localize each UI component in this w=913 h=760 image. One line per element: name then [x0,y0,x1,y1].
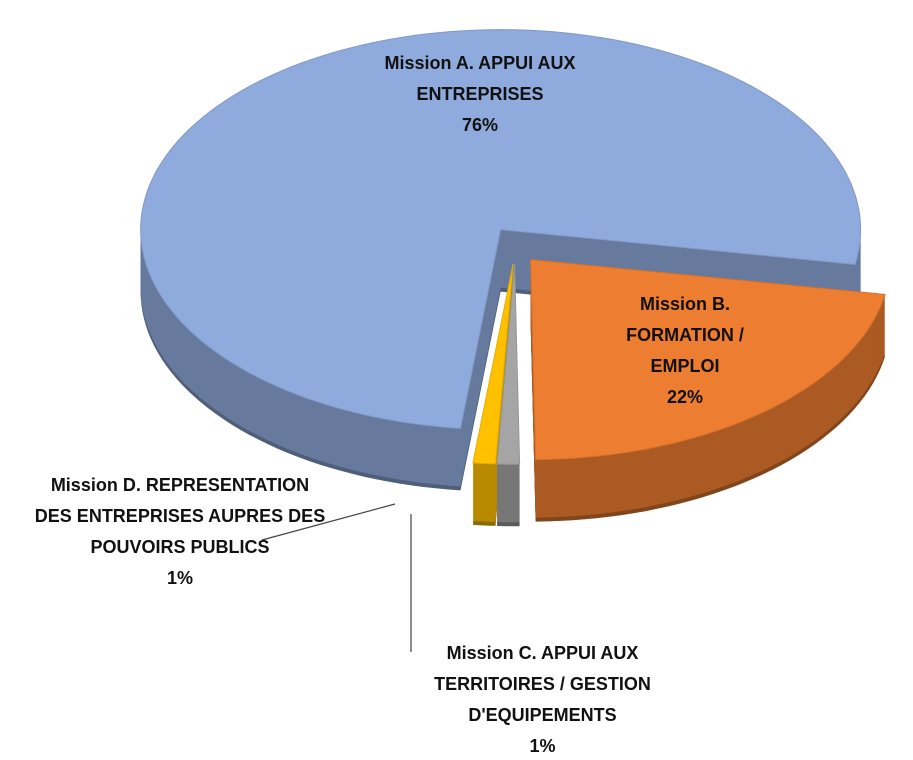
slice-label: Mission B. FORMATION / EMPLOI 22% [600,289,770,413]
slice-top [472,264,514,465]
slice-top [496,264,521,465]
category-label: Mission B. FORMATION / EMPLOI [626,294,744,376]
slice-top [140,29,862,429]
value-label: 1% [529,736,556,756]
slice [140,29,862,491]
slice [496,264,521,527]
leader-line [261,503,396,541]
category-label: Mission C. APPUI AUX TERRITOIRES / GESTI… [434,643,651,725]
category-label: Mission D. REPRESENTATION DES ENTREPRISE… [34,475,326,557]
slice [472,264,514,526]
value-label: 22% [666,387,704,407]
value-label: 76% [461,115,499,135]
slice-label: Mission C. APPUI AUX TERRITOIRES / GESTI… [405,638,680,760]
slice-top [530,259,886,461]
slice-label: Mission D. REPRESENTATION DES ENTREPRISE… [30,470,330,594]
value-label: 1% [166,568,193,588]
slice-label: Mission A. APPUI AUX ENTREPRISES 76% [370,48,590,141]
slice [530,259,886,522]
category-label: Mission A. APPUI AUX ENTREPRISES [384,53,576,104]
